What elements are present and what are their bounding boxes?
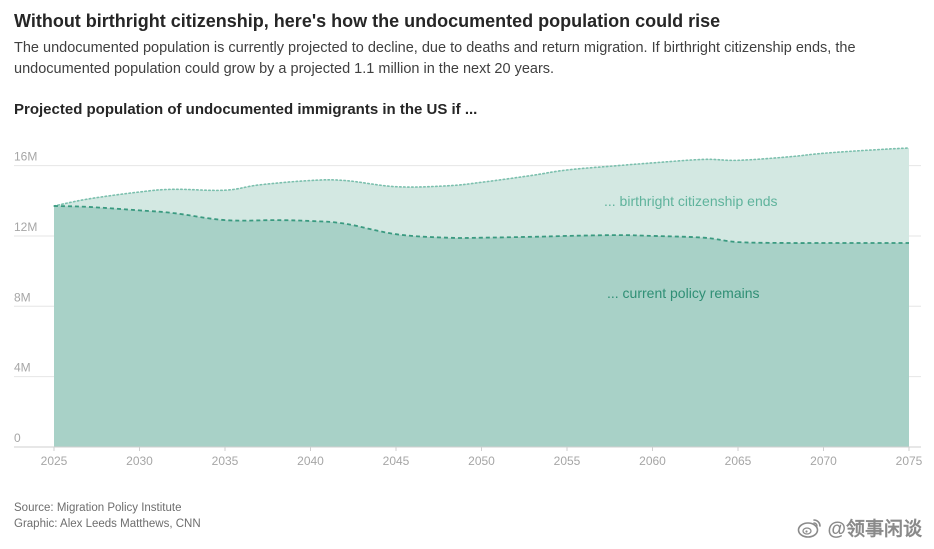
y-tick-label: 0 xyxy=(14,431,21,445)
x-tick-label: 2075 xyxy=(896,454,923,468)
label-layer: ... birthright citizenship ends ... curre… xyxy=(604,193,778,301)
line-birthright-ends xyxy=(53,147,910,207)
x-tick-label: 2045 xyxy=(383,454,410,468)
x-tick-label: 2040 xyxy=(297,454,324,468)
area-layer xyxy=(54,148,909,447)
x-tick-label: 2060 xyxy=(639,454,666,468)
x-tick-label: 2025 xyxy=(41,454,68,468)
x-tick-label: 2070 xyxy=(810,454,837,468)
x-tick-label: 2055 xyxy=(554,454,581,468)
axis-layer: 0 4M 8M 12M 16M 2025 2030 2035 2040 2045 2050 2055 2… xyxy=(14,150,923,468)
graphic-credit-line: Graphic: Alex Leeds Matthews, CNN xyxy=(14,518,201,530)
weibo-icon xyxy=(798,518,822,538)
series-label-birthright-ends: ... birthright citizenship ends xyxy=(604,193,778,209)
y-tick-label: 12M xyxy=(14,220,37,234)
chart-heading: Projected population of undocumented imm… xyxy=(14,101,478,118)
x-tick-label: 2065 xyxy=(725,454,752,468)
y-tick-label: 16M xyxy=(14,150,37,164)
watermark: @领事闲谈 xyxy=(797,514,922,541)
watermark-text: @领事闲谈 xyxy=(827,519,922,540)
x-tick-label: 2050 xyxy=(468,454,495,468)
x-tick-label: 2030 xyxy=(126,454,153,468)
y-tick-label: 4M xyxy=(14,361,31,375)
series-label-current-policy: ... current policy remains xyxy=(607,285,760,301)
source-line: Source: Migration Policy Institute xyxy=(14,502,182,514)
y-tick-label: 8M xyxy=(14,290,31,304)
area-current-policy xyxy=(54,206,909,447)
source-credit: Source: Migration Policy Institute Graph… xyxy=(14,500,201,532)
line-layer xyxy=(53,147,910,244)
x-tick-label: 2035 xyxy=(212,454,239,468)
line-current-policy xyxy=(53,205,909,244)
chart-title: Without birthright citizenship, here's h… xyxy=(14,11,721,31)
chart-subtitle: The undocumented population is currently… xyxy=(14,40,856,77)
